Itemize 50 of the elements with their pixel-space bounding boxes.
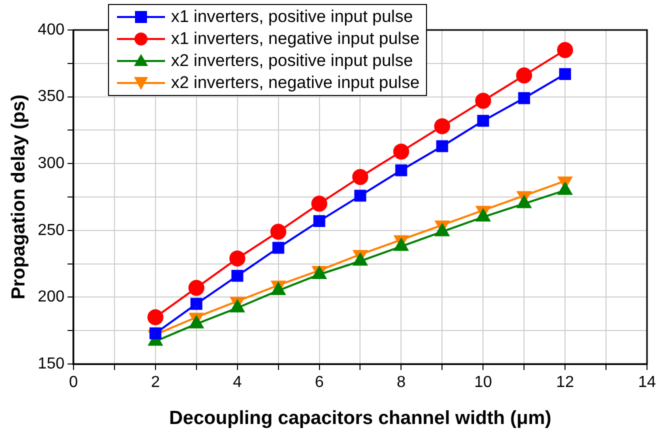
x-tick-label: 12: [556, 374, 574, 392]
point: [352, 168, 368, 185]
x-tick-label: 8: [396, 374, 406, 392]
point: [518, 92, 530, 104]
x-axis-title: Decoupling capacitors channel width (μm): [169, 408, 552, 429]
point: [188, 280, 204, 296]
point: [559, 68, 572, 80]
point: [435, 224, 450, 236]
y-axis-title: Propagation delay (ps): [8, 94, 30, 300]
legend-label: x2 inverters, negative input pulse: [171, 72, 420, 94]
point: [434, 118, 450, 134]
x-tick-label: 14: [638, 374, 656, 392]
point: [313, 215, 326, 227]
point: [436, 140, 448, 152]
x-tick-label: 0: [69, 374, 78, 392]
point: [190, 298, 202, 310]
legend-label: x1 inverters, positive input pulse: [171, 6, 413, 28]
x-tick-label: 6: [314, 374, 324, 392]
point: [231, 270, 244, 282]
x-tick-label: 10: [474, 374, 492, 392]
y-tick-label: 300: [38, 155, 65, 172]
point: [477, 114, 490, 127]
y-tick-label: 400: [38, 21, 65, 38]
point: [557, 42, 574, 58]
point: [147, 309, 164, 326]
point: [149, 327, 162, 340]
point: [395, 164, 408, 176]
point: [311, 196, 328, 212]
legend-label: x1 inverters, negative input pulse: [171, 28, 420, 50]
point: [270, 224, 286, 240]
legend-label: x2 inverters, positive input pulse: [171, 50, 413, 72]
point: [272, 242, 284, 254]
point: [516, 67, 532, 84]
x-tick-label: 2: [150, 374, 160, 392]
x-tick-label: 4: [232, 374, 242, 392]
point: [394, 238, 408, 251]
point: [189, 316, 204, 328]
point: [354, 190, 366, 202]
point: [475, 92, 492, 109]
point: [229, 250, 246, 266]
y-tick-label: 350: [38, 88, 65, 106]
y-tick-label: 200: [38, 288, 65, 306]
point: [393, 144, 410, 160]
point: [558, 182, 572, 195]
point: [353, 253, 368, 266]
y-tick-label: 250: [38, 222, 65, 239]
point: [230, 300, 244, 312]
y-tick-label: 150: [38, 355, 65, 372]
point: [517, 196, 532, 208]
point: [476, 209, 490, 222]
